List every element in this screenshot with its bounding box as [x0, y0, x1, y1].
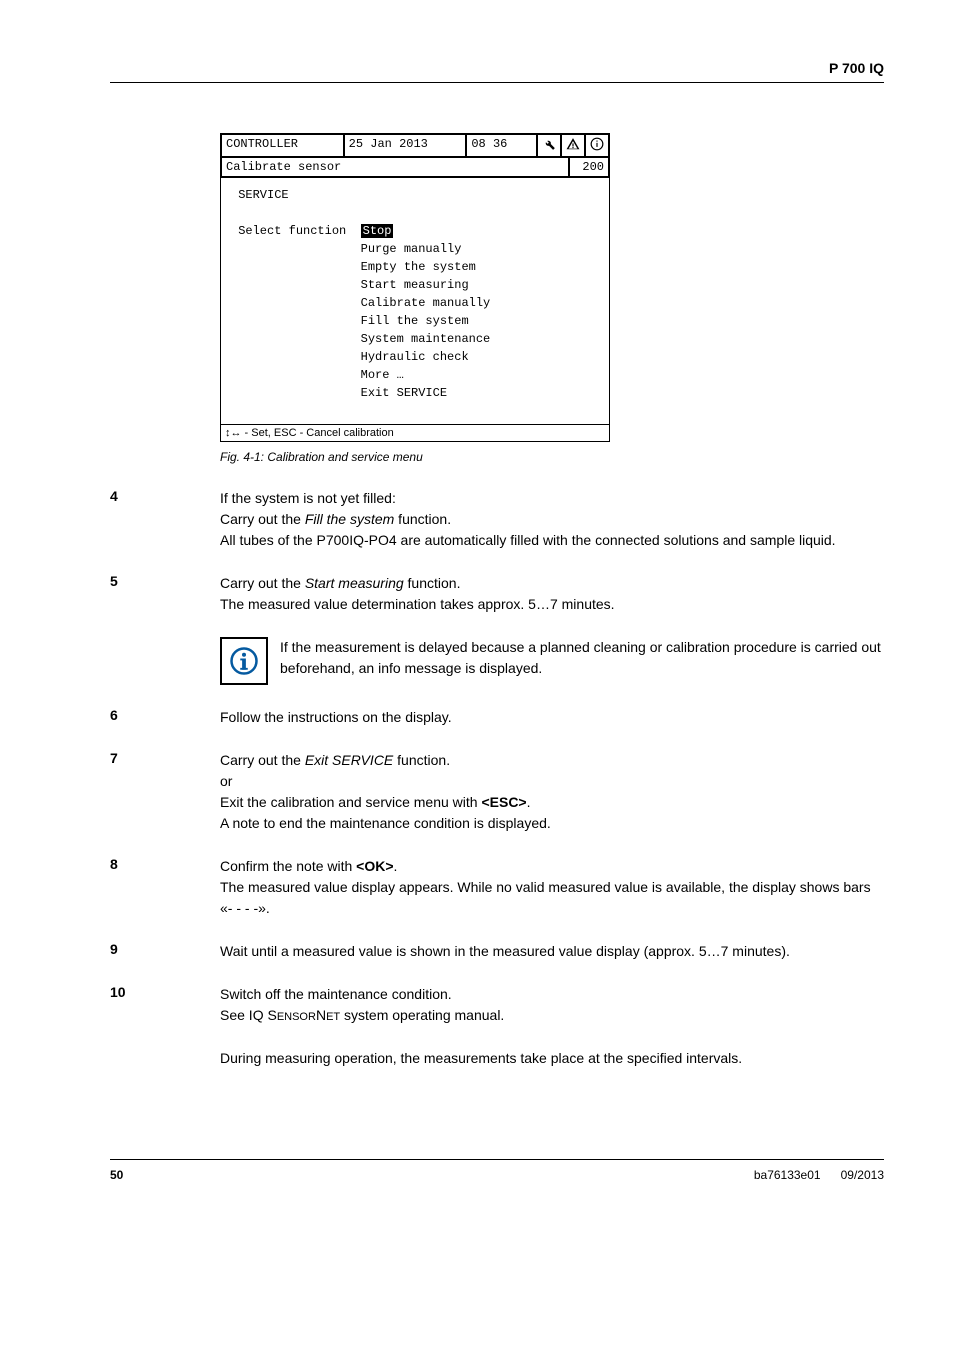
step-text: If the system is not yet filled: [220, 490, 396, 506]
key-label: <ESC> [481, 794, 526, 810]
info-text: If the measurement is delayed because a … [280, 637, 884, 685]
ss-code: 200 [569, 157, 609, 177]
step-num: 6 [110, 707, 220, 728]
step-text: All tubes of the P700IQ-PO4 are automati… [220, 532, 836, 548]
step-text: The measured value display appears. Whil… [220, 879, 871, 916]
step-text: . [527, 794, 531, 810]
ss-item: More … [231, 366, 599, 384]
ss-item: Fill the system [231, 312, 599, 330]
ss-time: 08 36 [466, 134, 537, 157]
smallcaps: ET [326, 1011, 340, 1023]
step-text: Wait until a measured value is shown in … [220, 943, 790, 959]
step-text: Carry out the [220, 511, 305, 527]
step-num: 10 [110, 984, 220, 1026]
step-text: Carry out the [220, 752, 305, 768]
step-5: 5 Carry out the Start measuring function… [110, 573, 884, 615]
step-10: 10 Switch off the maintenance condition.… [110, 984, 884, 1026]
step-7: 7 Carry out the Exit SERVICE function. o… [110, 750, 884, 834]
step-8: 8 Confirm the note with <OK>. The measur… [110, 856, 884, 919]
ss-item: Calibrate manually [231, 294, 599, 312]
info-box-icon [220, 637, 268, 685]
screenshot: CONTROLLER 25 Jan 2013 08 36 Calibrate s… [220, 133, 610, 442]
doc-date: 09/2013 [841, 1168, 884, 1182]
step-9: 9 Wait until a measured value is shown i… [110, 941, 884, 962]
step-6: 6 Follow the instructions on the display… [110, 707, 884, 728]
ss-body: SERVICE Select function Stop Purge manua… [221, 177, 609, 424]
step-num: 4 [110, 488, 220, 551]
page-number: 50 [110, 1168, 123, 1182]
step-num: 5 [110, 573, 220, 615]
step-text: or [220, 773, 232, 789]
ss-item: System maintenance [231, 330, 599, 348]
step-text: function. [394, 511, 451, 527]
step-text: Exit the calibration and service menu wi… [220, 794, 481, 810]
ss-service: SERVICE [231, 186, 599, 204]
step-text: function. [404, 575, 461, 591]
step-4: 4 If the system is not yet filled: Carry… [110, 488, 884, 551]
ss-item: Exit SERVICE [231, 384, 599, 402]
ss-item: Empty the system [231, 258, 599, 276]
step-text: A note to end the maintenance condition … [220, 815, 551, 831]
ss-item: Purge manually [231, 240, 599, 258]
wrench-icon [537, 134, 561, 157]
step-text: Carry out the [220, 575, 305, 591]
header-rule [110, 82, 884, 83]
ui-function: Fill the system [305, 511, 394, 527]
step-text: system operating manual. [340, 1007, 504, 1023]
product-header: P 700 IQ [110, 60, 884, 76]
step-num: 8 [110, 856, 220, 919]
step-text: function. [393, 752, 450, 768]
warning-icon [561, 134, 585, 157]
smallcaps: ENSOR [277, 1011, 316, 1023]
ui-function: Exit SERVICE [305, 752, 393, 768]
ss-item-stop: Stop [361, 224, 394, 238]
ss-item: Start measuring [231, 276, 599, 294]
page-footer: 50 ba76133e01 09/2013 [110, 1159, 884, 1182]
step-text: The measured value determination takes a… [220, 596, 615, 612]
ss-date: 25 Jan 2013 [344, 134, 467, 157]
step-text: N [316, 1007, 326, 1023]
figure-caption: Fig. 4-1: Calibration and service menu [220, 450, 884, 464]
info-icon [585, 134, 609, 157]
step-text: Follow the instructions on the display. [220, 709, 452, 725]
key-label: <OK> [356, 858, 393, 874]
step-text: . [394, 858, 398, 874]
closing-paragraph: During measuring operation, the measurem… [220, 1048, 884, 1069]
step-text: Switch off the maintenance condition. [220, 986, 452, 1002]
ui-function: Start measuring [305, 575, 404, 591]
info-box: If the measurement is delayed because a … [220, 637, 884, 685]
step-text: Confirm the note with [220, 858, 356, 874]
ss-calibrate-sensor: Calibrate sensor [221, 157, 569, 177]
step-text: See IQ S [220, 1007, 277, 1023]
step-num: 7 [110, 750, 220, 834]
ss-select-line: Select function Stop [231, 222, 599, 240]
ss-footer: ↕↔ - Set, ESC - Cancel calibration [221, 424, 609, 441]
step-num: 9 [110, 941, 220, 962]
ss-item: Hydraulic check [231, 348, 599, 366]
doc-id: ba76133e01 [754, 1168, 821, 1182]
ss-controller: CONTROLLER [221, 134, 344, 157]
